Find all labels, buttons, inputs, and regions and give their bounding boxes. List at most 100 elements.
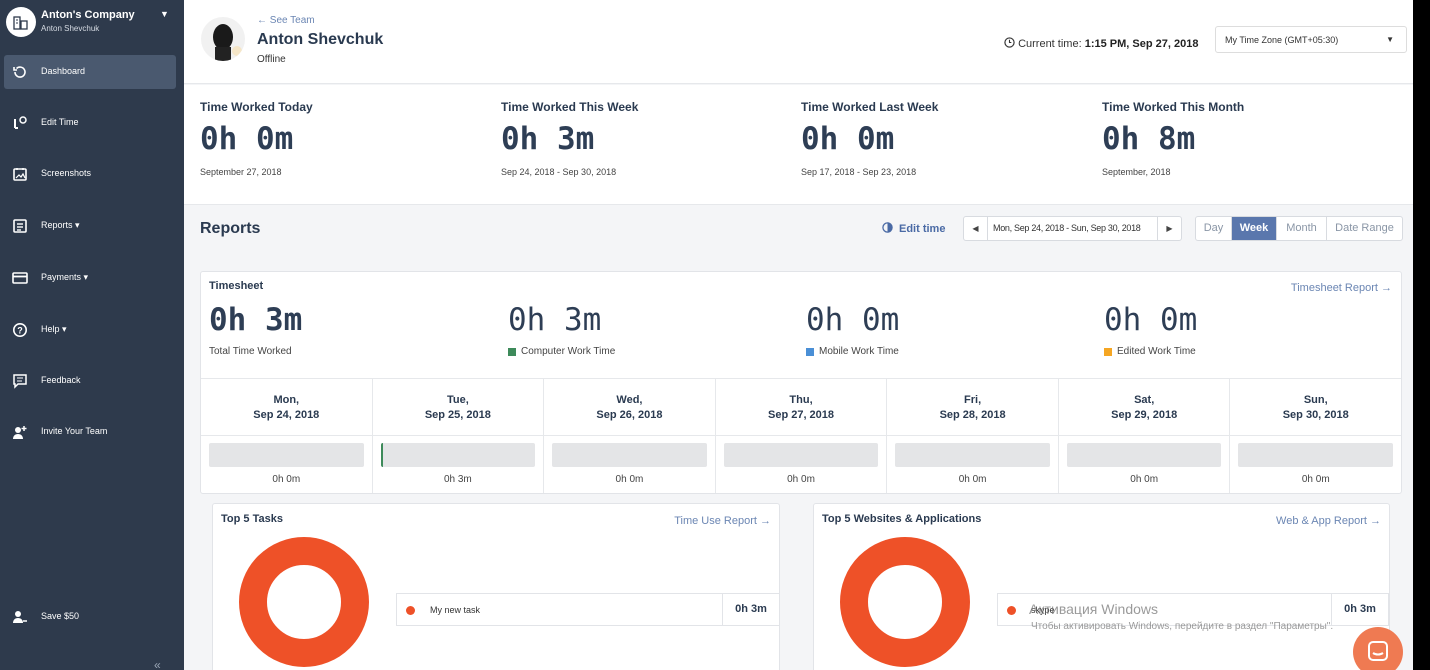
- timesheet-report-link[interactable]: Timesheet Report →: [1290, 282, 1392, 294]
- day-header: Mon, Sep 24, 2018: [201, 393, 372, 423]
- day-header: Fri, Sep 28, 2018: [887, 393, 1058, 423]
- app-name: skype: [1031, 605, 1055, 615]
- summary-label-text: Edited Work Time: [1117, 346, 1196, 357]
- legend-swatch: [508, 347, 516, 356]
- day-progress-bar[interactable]: [723, 443, 879, 467]
- next-week-button[interactable]: ▶: [1157, 217, 1181, 240]
- day-value: 0h 0m: [1130, 474, 1159, 485]
- clock-icon: [1004, 37, 1015, 48]
- timesheet-card: Timesheet Timesheet Report → 0h 3m Total…: [200, 271, 1402, 494]
- sidebar-item-invite-team[interactable]: Invite Your Team: [4, 415, 176, 449]
- day-value: 0h 3m: [443, 474, 472, 485]
- windows-activation-hint: Чтобы активировать Windows, перейдите в …: [1031, 621, 1334, 632]
- day-progress-bar[interactable]: [1238, 443, 1394, 467]
- sidebar-item-dashboard[interactable]: Dashboard: [4, 55, 176, 89]
- day-name: Sun,: [1303, 394, 1328, 406]
- history-icon: [13, 66, 26, 78]
- stat-date: September 27, 2018: [200, 167, 282, 177]
- sidebar-item-edit-time[interactable]: Edit Time: [4, 106, 176, 140]
- stat-title: Time Worked Last Week: [801, 100, 939, 114]
- day-value: 0h 0m: [958, 474, 987, 485]
- divider: [887, 435, 1058, 436]
- view-week-button[interactable]: Week: [1232, 217, 1277, 240]
- day-progress-bar[interactable]: [895, 443, 1050, 467]
- day-progress-fill: [380, 443, 383, 467]
- day-progress-bar[interactable]: [380, 443, 536, 467]
- apps-donut-chart[interactable]: [840, 537, 970, 667]
- sidebar-item-label: Reports ▾: [41, 220, 80, 230]
- page-header: ← See Team Anton Shevchuk Offline Curren…: [184, 0, 1413, 84]
- view-switcher: Day Week Month Date Range: [1195, 216, 1403, 241]
- divider: [544, 435, 715, 436]
- timezone-select[interactable]: My Time Zone (GMT+05:30) ▼: [1215, 26, 1407, 53]
- reports-title: Reports: [200, 220, 261, 237]
- stat-date: September, 2018: [1102, 167, 1171, 177]
- date-range-value[interactable]: Mon, Sep 24, 2018 - Sun, Sep 30, 2018: [993, 223, 1141, 233]
- chat-icon: [1368, 641, 1388, 661]
- list-item[interactable]: My new task 0h 3m: [396, 593, 779, 626]
- tasks-donut-chart[interactable]: [239, 537, 369, 667]
- divider: [372, 435, 544, 436]
- day-name: Mon,: [273, 394, 300, 406]
- day-progress-bar[interactable]: [552, 443, 707, 467]
- sidebar-item-label: Screenshots: [41, 168, 92, 178]
- day-name: Thu,: [789, 394, 813, 406]
- summary-value: 0h 0m: [1104, 302, 1198, 338]
- summary-value: 0h 0m: [806, 302, 900, 338]
- summary-label-text: Mobile Work Time: [819, 346, 899, 357]
- legend-dot: [406, 606, 415, 615]
- day-progress-bar[interactable]: [1066, 443, 1222, 467]
- web-app-report-link[interactable]: Web & App Report →: [1276, 515, 1381, 527]
- prev-week-button[interactable]: ◀: [964, 217, 988, 240]
- save-icon: [13, 611, 27, 623]
- sidebar-item-label: Save $50: [41, 611, 80, 621]
- edit-time-button[interactable]: Edit time: [882, 222, 945, 235]
- time-use-report-link[interactable]: Time Use Report →: [674, 515, 771, 527]
- screenshots-icon: [13, 168, 27, 181]
- day-date: Sep 28, 2018: [939, 409, 1006, 421]
- edited-work-time: 0h 0m Edited Work Time: [1104, 302, 1197, 357]
- day-date: Sep 29, 2018: [1111, 409, 1178, 421]
- list-item[interactable]: skype 0h 3m: [997, 593, 1389, 626]
- edit-time-label: Edit time: [899, 223, 946, 235]
- sidebar-item-screenshots[interactable]: Screenshots: [4, 157, 176, 191]
- timezone-value: My Time Zone (GMT+05:30): [1225, 35, 1339, 45]
- view-date-range-button[interactable]: Date Range: [1335, 222, 1394, 234]
- company-logo-icon: [6, 7, 36, 37]
- day-header: Wed, Sep 26, 2018: [544, 393, 715, 423]
- sidebar-item-help[interactable]: ? Help ▾: [4, 313, 176, 347]
- total-time-worked: 0h 3m Total Time Worked: [209, 302, 302, 357]
- top-tasks-title: Top 5 Tasks: [221, 513, 283, 525]
- day-column: Sat, Sep 29, 2018 0h 0m: [1058, 379, 1231, 493]
- day-column: Fri, Sep 28, 2018 0h 0m: [887, 379, 1059, 493]
- sidebar-item-payments[interactable]: Payments ▾: [4, 261, 176, 295]
- day-progress-bar[interactable]: [209, 443, 364, 467]
- task-time: 0h 3m: [722, 594, 779, 625]
- app-time: 0h 3m: [1331, 594, 1388, 625]
- sidebar-item-label: Help ▾: [41, 324, 67, 334]
- day-name: Fri,: [964, 394, 982, 406]
- day-value: 0h 0m: [272, 474, 301, 485]
- day-header: Sat, Sep 29, 2018: [1059, 393, 1230, 423]
- stat-date: Sep 24, 2018 - Sep 30, 2018: [501, 167, 617, 177]
- sidebar-item-feedback[interactable]: Feedback: [4, 364, 176, 398]
- day-value: 0h 0m: [615, 474, 644, 485]
- summary-label: Mobile Work Time: [806, 346, 899, 357]
- stat-value: 0h 8m: [1102, 121, 1196, 157]
- company-switcher[interactable]: Anton's Company Anton Shevchuk ▼: [0, 0, 184, 48]
- day-date: Sep 26, 2018: [596, 409, 663, 421]
- summary-label: Computer Work Time: [508, 346, 615, 357]
- sidebar-item-save-50[interactable]: Save $50: [4, 600, 176, 634]
- stat-title: Time Worked Today: [200, 100, 313, 114]
- view-day-button[interactable]: Day: [1196, 217, 1232, 240]
- legend-dot: [1007, 606, 1016, 615]
- view-month-button[interactable]: Month: [1277, 217, 1327, 240]
- collapse-sidebar-button[interactable]: «: [154, 658, 161, 670]
- chat-button[interactable]: [1353, 627, 1403, 670]
- see-team-link[interactable]: ← See Team: [257, 15, 315, 26]
- day-column: Thu, Sep 27, 2018 0h 0m: [715, 379, 888, 493]
- date-range-picker: ◀ Mon, Sep 24, 2018 - Sun, Sep 30, 2018 …: [963, 216, 1182, 241]
- sidebar-item-reports[interactable]: Reports ▾: [4, 209, 176, 243]
- summary-value: 0h 3m: [508, 302, 602, 338]
